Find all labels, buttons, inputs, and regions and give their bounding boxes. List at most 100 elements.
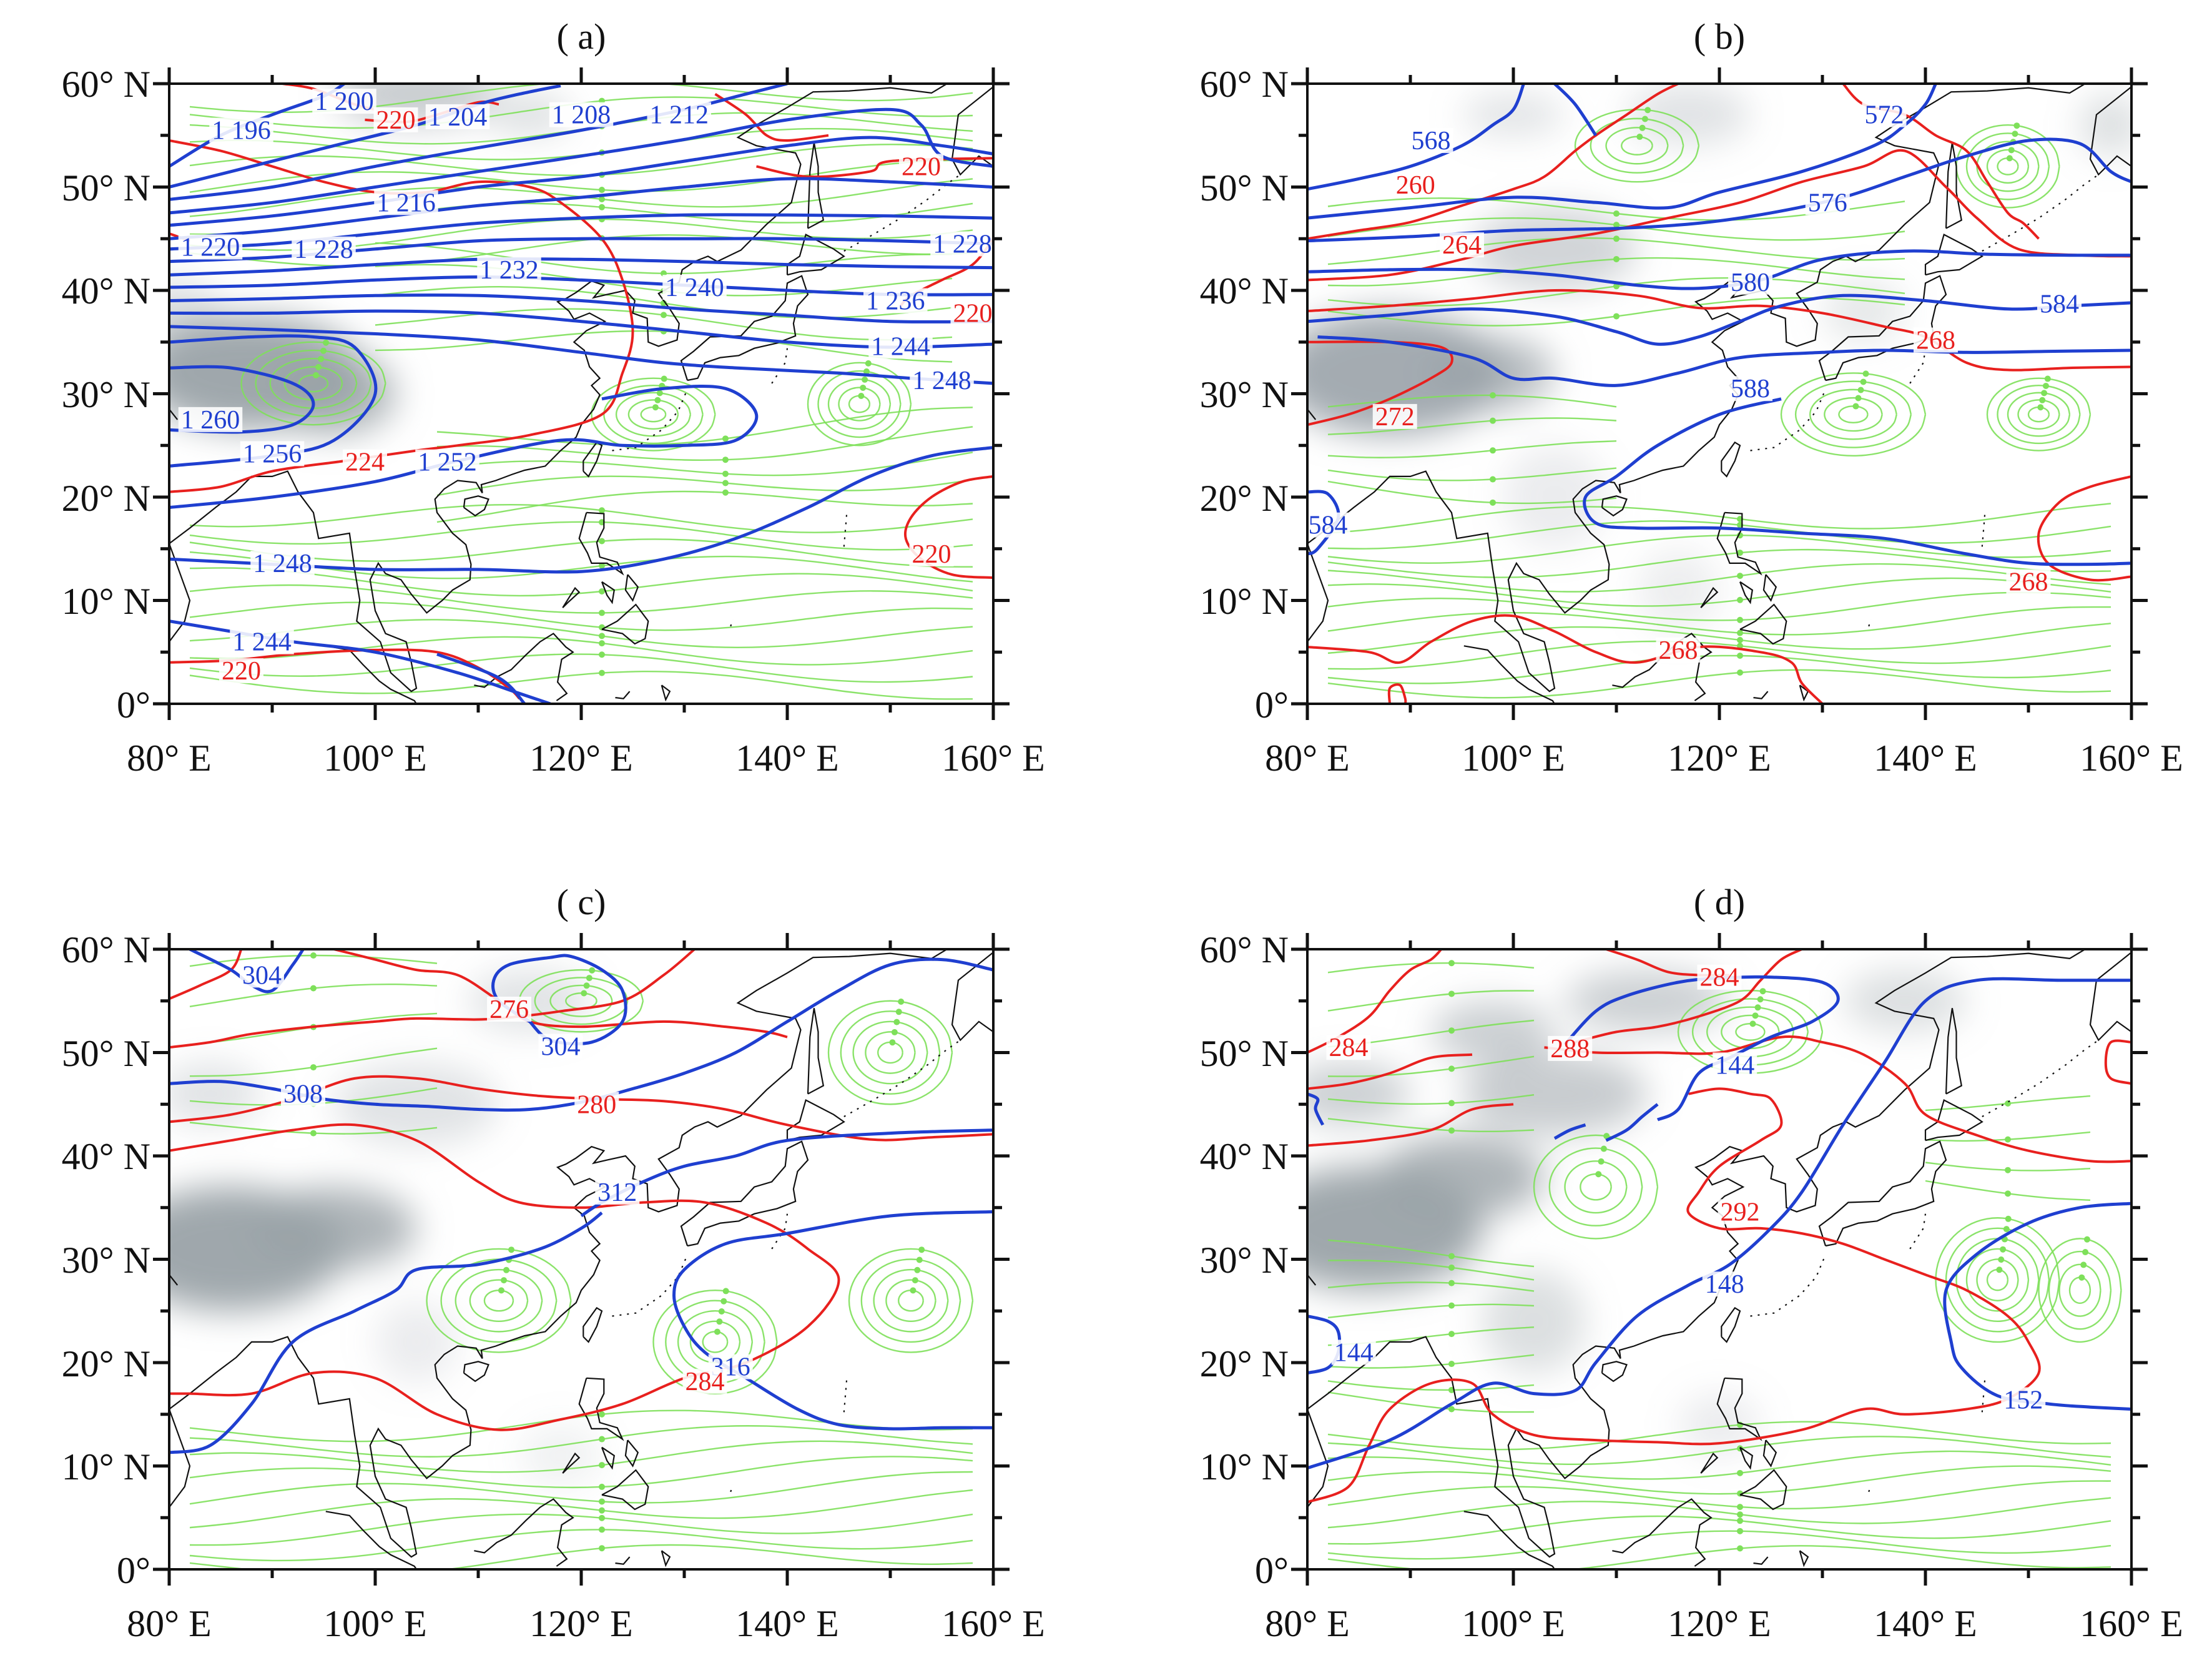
coastline: [786, 234, 845, 276]
coastline: [601, 603, 649, 645]
streamline-arrow: [654, 397, 661, 403]
contour-label-mask: [373, 107, 418, 132]
axis-ticks: [153, 933, 1010, 1586]
streamline-arrow: [1490, 447, 1496, 454]
streamline-arrow: [1759, 988, 1766, 995]
temperature-contour: [1307, 84, 1679, 240]
streamline: [189, 1513, 973, 1546]
streamline-arrow: [1448, 1065, 1455, 1072]
coastline: [1818, 1140, 1947, 1247]
contour-label-mask: [1697, 964, 1742, 990]
panel-title: ( a): [557, 16, 606, 57]
island-chain: [843, 509, 848, 547]
streamline: [1533, 1134, 1659, 1240]
island-chain: [843, 1374, 848, 1413]
streamline-arrow: [2005, 1167, 2011, 1173]
streamline: [873, 1268, 949, 1333]
streamline-arrow: [893, 1019, 900, 1025]
streamline: [897, 1289, 924, 1312]
y-tick-label: 30° N: [1200, 374, 1289, 415]
temperature-contour: [714, 92, 829, 142]
coastline: [1739, 1469, 1787, 1511]
streamline-arrow: [1598, 1158, 1605, 1165]
streamline-arrow: [1613, 235, 1620, 242]
coastlines: [1307, 84, 2131, 704]
height-contour: [1605, 1103, 1659, 1142]
streamline-arrow: [661, 312, 667, 318]
coastline: [1612, 1498, 1713, 1567]
terrain-blob: [1482, 1270, 1586, 1373]
streamline: [189, 504, 973, 533]
height-contour-label: 144: [1715, 1051, 1754, 1080]
streamline-arrow: [1757, 996, 1764, 1003]
temperature-contour-label: 220: [376, 106, 416, 135]
streamline-arrow: [722, 480, 729, 486]
coastline: [1753, 691, 1769, 699]
height-contour-label: 1 248: [912, 367, 971, 395]
streamline: [189, 653, 973, 683]
coastline: [582, 441, 603, 478]
streamline-arrow: [599, 651, 605, 658]
y-tick-label: 50° N: [62, 1033, 150, 1074]
streamline-arrow: [860, 384, 867, 391]
y-tick-label: 50° N: [62, 167, 150, 209]
height-contour: [1553, 1123, 1586, 1140]
streamline: [534, 977, 629, 1025]
streamline: [1327, 640, 2111, 670]
streamline: [827, 378, 892, 430]
terrain-blob: [375, 1300, 458, 1384]
streamline-arrow: [1737, 596, 1743, 603]
streamline: [1327, 548, 2111, 578]
coastline: [169, 1274, 179, 1286]
streamline-arrow: [1600, 1145, 1607, 1152]
coastline: [169, 84, 948, 693]
terrain-blob: [1626, 84, 1751, 146]
height-contour-label: 1 196: [212, 116, 271, 145]
coastline: [1924, 234, 1983, 276]
island-chain: [771, 348, 789, 384]
contour-label-mask: [219, 658, 263, 684]
contour-label-mask: [240, 441, 305, 466]
streamline: [1327, 577, 2111, 607]
coastline: [1739, 581, 1754, 605]
x-tick-label: 80° E: [1265, 1603, 1350, 1644]
y-tick-label: 0°: [1255, 684, 1289, 726]
height-contour-label: 584: [2040, 290, 2079, 319]
contour-label-mask: [1656, 637, 1701, 663]
streamline-arrow: [599, 633, 605, 639]
coastline: [615, 691, 631, 699]
terrain-blob: [334, 1063, 499, 1146]
streamline-arrow: [599, 1411, 605, 1418]
streamline-arrow: [652, 404, 659, 411]
coastline: [601, 581, 616, 605]
x-tick-label: 140° E: [1874, 738, 1977, 779]
panel-a: ( a) 1 196 1 200 1 204 1 208 1 212 1 216 1 220…: [62, 16, 1045, 779]
coastline: [1721, 441, 1741, 478]
temperature-contour: [2104, 1039, 2131, 1085]
y-tick-label: 0°: [117, 1550, 150, 1591]
streamline: [1677, 990, 1824, 1074]
map-layer: 144 148 144 152 284 284 288 292: [1306, 948, 2133, 1571]
contour-label-mask: [1805, 190, 1850, 215]
y-tick-label: 60° N: [1200, 64, 1289, 105]
streamline: [1620, 136, 1653, 155]
streamline-arrow: [891, 1029, 898, 1035]
streamline-arrow: [2005, 1136, 2011, 1143]
coastline: [1945, 142, 1963, 229]
height-contour-label: 1 200: [315, 87, 374, 116]
coastlines: [169, 949, 993, 1569]
y-tick-label: 10° N: [62, 1446, 150, 1488]
coastline: [1799, 1550, 1809, 1567]
streamline: [189, 670, 973, 700]
coastline: [1307, 1274, 1317, 1286]
contour-label-mask: [230, 629, 294, 654]
map-content: 568 572 576 580 584 588 584 260 264 268 272 268 268: [1307, 84, 2131, 704]
streamline: [1327, 1094, 1535, 1105]
x-tick-label: 160° E: [941, 1603, 1045, 1644]
streamline-arrow: [863, 368, 870, 375]
coastline: [1463, 1511, 1555, 1569]
map-layer: 568 572 576 580 584 588 584 260 264 268 272 268 268: [1306, 82, 2133, 705]
height-contour: [169, 107, 993, 215]
streamline: [1327, 623, 2111, 654]
